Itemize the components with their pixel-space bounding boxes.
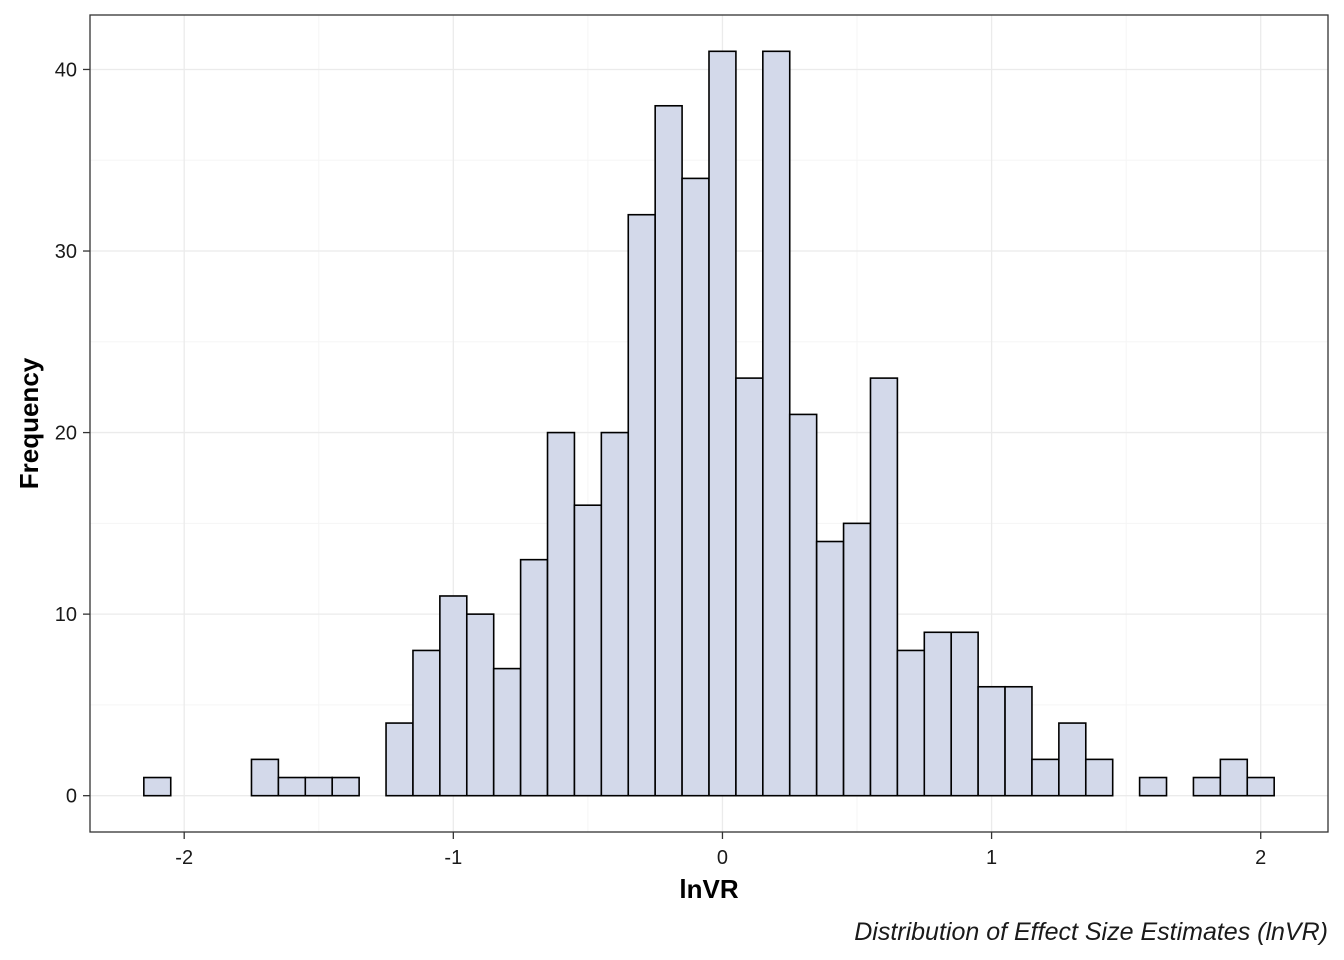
histogram-bar (1058, 722, 1087, 797)
histogram-bar (331, 776, 360, 797)
histogram-bar (627, 213, 656, 797)
histogram-bar (869, 377, 899, 797)
x-tick-label: 1 (986, 847, 997, 869)
x-tick-label: -1 (444, 847, 462, 869)
histogram-bar (923, 631, 953, 797)
x-tick-label: -2 (175, 847, 193, 869)
chart-caption: Distribution of Effect Size Estimates (l… (854, 918, 1328, 946)
x-axis-title: lnVR (679, 874, 738, 904)
y-tick-label: 0 (66, 786, 77, 808)
panel-border (89, 14, 1329, 833)
histogram-bar (1192, 776, 1222, 797)
x-tick-label: 2 (1255, 847, 1266, 869)
histogram-bar (412, 649, 441, 797)
histogram-bar (546, 431, 576, 797)
histogram-bar (1084, 758, 1114, 797)
histogram-bar (1004, 685, 1033, 797)
histogram-bar (815, 540, 845, 797)
y-tick-label: 30 (55, 241, 77, 263)
histogram-bar (708, 50, 737, 797)
histogram-bar (277, 776, 307, 797)
x-tick-label: 0 (717, 847, 728, 869)
histogram-bar (950, 631, 979, 797)
histogram-bar (600, 431, 630, 797)
histogram-bar (250, 758, 280, 797)
histogram-bar (304, 776, 334, 797)
histogram-bar (1246, 776, 1275, 797)
y-axis-title: Frequency (14, 357, 44, 489)
histogram-bar (439, 595, 468, 797)
histogram-bar (465, 613, 495, 797)
histogram-bars (143, 50, 1275, 797)
histogram-bar (519, 558, 549, 797)
x-axis-ticks: -2 -1 0 1 2 (175, 832, 1266, 869)
histogram-bar (1138, 776, 1168, 797)
y-axis-ticks: 0 10 20 30 40 (55, 59, 90, 808)
histogram-bar (788, 413, 818, 797)
histogram-bar (492, 667, 522, 797)
histogram-bar (735, 377, 764, 797)
histogram-bar (681, 177, 710, 797)
y-tick-label: 20 (55, 423, 77, 445)
y-tick-label: 40 (55, 59, 77, 81)
histogram-bar (977, 685, 1006, 797)
histogram-bar (573, 504, 603, 797)
histogram-bar (1031, 758, 1060, 797)
histogram-bar (143, 776, 172, 797)
histogram-bar (1219, 758, 1249, 797)
histogram-bar (842, 522, 872, 797)
histogram-bar (762, 50, 791, 797)
y-tick-label: 10 (55, 604, 77, 626)
histogram-bar (896, 649, 926, 797)
histogram-bar (385, 722, 414, 797)
histogram-bar (654, 104, 683, 797)
